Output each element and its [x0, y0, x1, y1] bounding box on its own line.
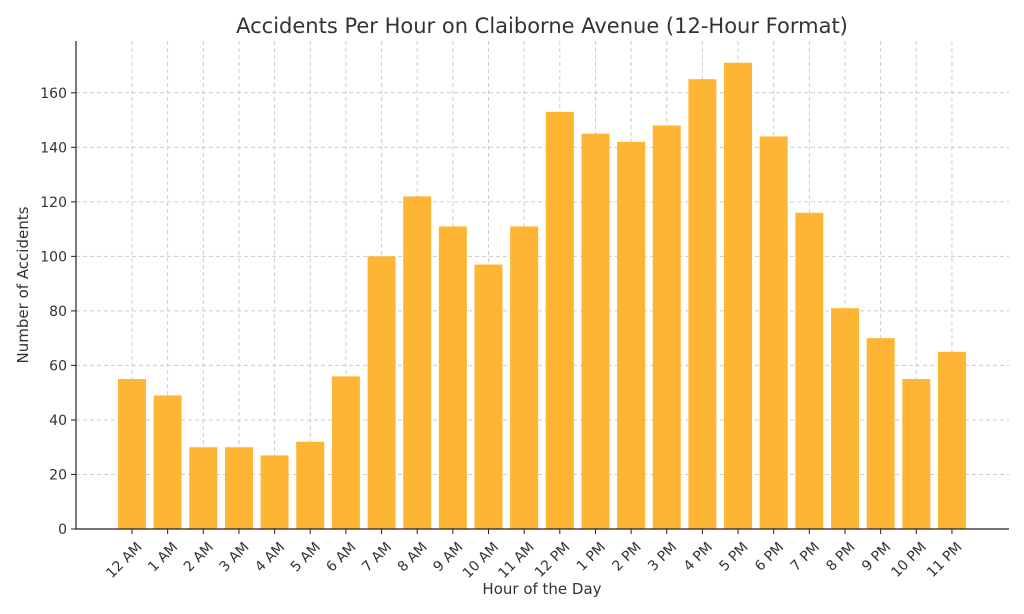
- x-tick-label: 4 PM: [681, 539, 716, 574]
- bar: [581, 133, 610, 529]
- bar: [831, 308, 859, 529]
- x-tick-label: 10 PM: [888, 539, 930, 581]
- x-tick-label: 11 AM: [495, 539, 537, 581]
- bar: [403, 196, 432, 529]
- x-tick-label: 2 PM: [609, 539, 644, 574]
- x-tick-label: 4 AM: [252, 539, 288, 575]
- x-tick-label: 11 PM: [924, 539, 966, 581]
- bar: [224, 447, 253, 529]
- x-tick-label: 12 AM: [103, 539, 145, 581]
- x-tick-label: 12 PM: [532, 539, 574, 581]
- axes: [71, 41, 1009, 534]
- bar: [688, 79, 717, 529]
- x-tick-label: 3 AM: [216, 539, 252, 575]
- x-tick-label: 5 AM: [288, 539, 324, 575]
- x-tick-label: 5 PM: [716, 539, 751, 574]
- bar: [937, 351, 966, 529]
- bar: [260, 455, 289, 529]
- bar: [866, 338, 895, 529]
- y-tick-label: 0: [58, 522, 67, 538]
- x-tick-label: 1 PM: [574, 539, 609, 574]
- x-tick-label: 7 PM: [788, 539, 823, 574]
- bar: [795, 212, 824, 529]
- y-axis-label: Number of Accidents: [14, 206, 32, 363]
- y-tick-label: 100: [40, 249, 67, 265]
- x-axis-label: Hour of the Day: [482, 580, 601, 598]
- bar: [652, 125, 681, 529]
- y-tick-label: 60: [49, 358, 67, 374]
- bar: [189, 447, 218, 529]
- bar: [902, 379, 931, 529]
- x-tick-label: 10 AM: [460, 539, 502, 581]
- bar: [118, 379, 146, 529]
- x-tick-label: 3 PM: [645, 539, 680, 574]
- x-tick-label: 8 AM: [395, 539, 431, 575]
- y-tick-label: 40: [49, 413, 67, 429]
- y-tick-label: 140: [40, 140, 67, 156]
- bar: [367, 256, 396, 529]
- bar: [438, 226, 467, 529]
- bar: [724, 62, 753, 529]
- x-tick-label: 7 AM: [359, 539, 395, 575]
- x-tick-label: 6 AM: [323, 539, 359, 575]
- y-tick-label: 120: [40, 195, 67, 211]
- bar: [510, 226, 539, 529]
- bar: [474, 264, 503, 529]
- bars: [118, 62, 966, 529]
- y-tick-label: 80: [49, 304, 67, 320]
- bar: [296, 441, 325, 529]
- x-tick-label: 2 AM: [181, 539, 217, 575]
- bar: [545, 111, 574, 529]
- x-tick-label: 8 PM: [823, 539, 858, 574]
- y-tick-label: 160: [40, 86, 67, 102]
- bar: [153, 395, 182, 529]
- bar: [617, 141, 646, 529]
- bar: [759, 136, 788, 529]
- chart-title: Accidents Per Hour on Claiborne Avenue (…: [236, 14, 848, 38]
- x-tick-label: 1 AM: [145, 539, 181, 575]
- bar: [331, 376, 360, 529]
- x-tick-label: 6 PM: [752, 539, 787, 574]
- y-tick-label: 20: [49, 467, 67, 483]
